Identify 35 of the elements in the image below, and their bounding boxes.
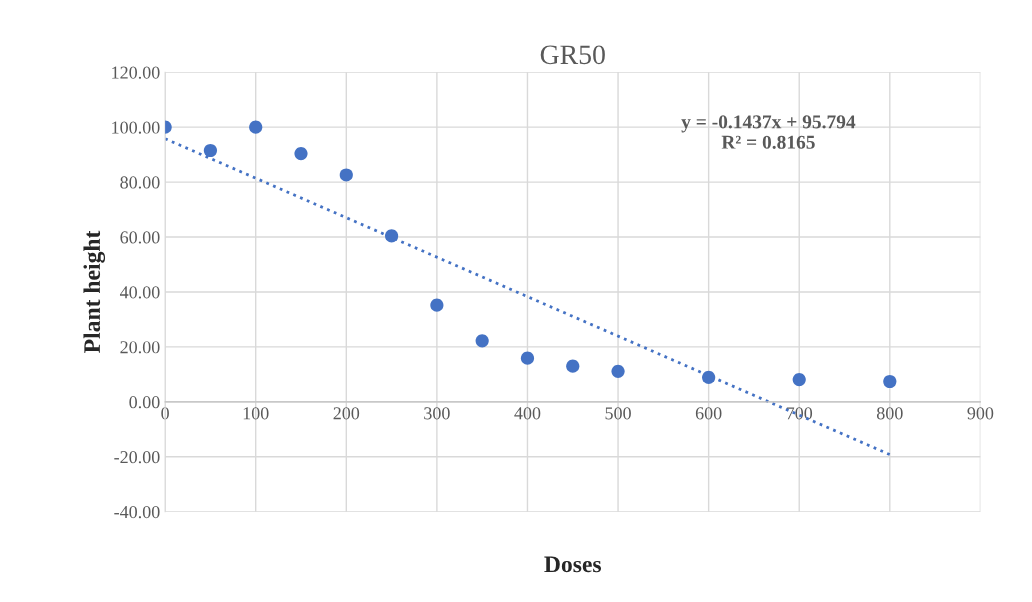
y-tick-label: 60.00 xyxy=(120,231,160,244)
point xyxy=(883,374,897,389)
y-axis-title: Plant height xyxy=(83,230,106,353)
point xyxy=(520,351,535,365)
x-tick-label: 100 xyxy=(243,407,269,420)
x-tick-label: 300 xyxy=(424,407,450,420)
annotation: y = -0.1437x + 95.794 R² = 0.8165 xyxy=(681,115,856,149)
x-tick-label: 200 xyxy=(333,407,360,420)
point xyxy=(203,143,217,158)
y-tick-label: 0.00 xyxy=(129,396,160,409)
y-tick-label: 100.00 xyxy=(112,121,160,134)
y-tick-label: -40.00 xyxy=(114,505,160,519)
point xyxy=(475,334,489,348)
point xyxy=(339,168,353,182)
point xyxy=(792,373,806,387)
point xyxy=(702,370,716,384)
y-tick-label: 40.00 xyxy=(119,286,160,299)
x-tick-label: 500 xyxy=(605,407,631,420)
y-tick-label: 120.00 xyxy=(112,66,160,79)
x-tick-label: 0 xyxy=(161,407,169,420)
y-tick-label: -20.00 xyxy=(114,451,160,464)
x-tick-label: 900 xyxy=(967,407,994,420)
chart-title: GR50 xyxy=(540,45,605,65)
point xyxy=(566,359,580,373)
point xyxy=(430,298,444,312)
point xyxy=(385,229,399,243)
x-tick-label: 600 xyxy=(695,407,722,420)
x-tick-label: 800 xyxy=(876,407,903,420)
y-tick-label: 20.00 xyxy=(120,341,160,354)
point xyxy=(294,146,308,161)
y-tick-label: 80.00 xyxy=(120,176,160,189)
x-tick-label: 400 xyxy=(514,407,541,420)
point xyxy=(249,120,263,134)
point xyxy=(611,364,625,378)
x-axis-title: Doses xyxy=(544,556,602,573)
